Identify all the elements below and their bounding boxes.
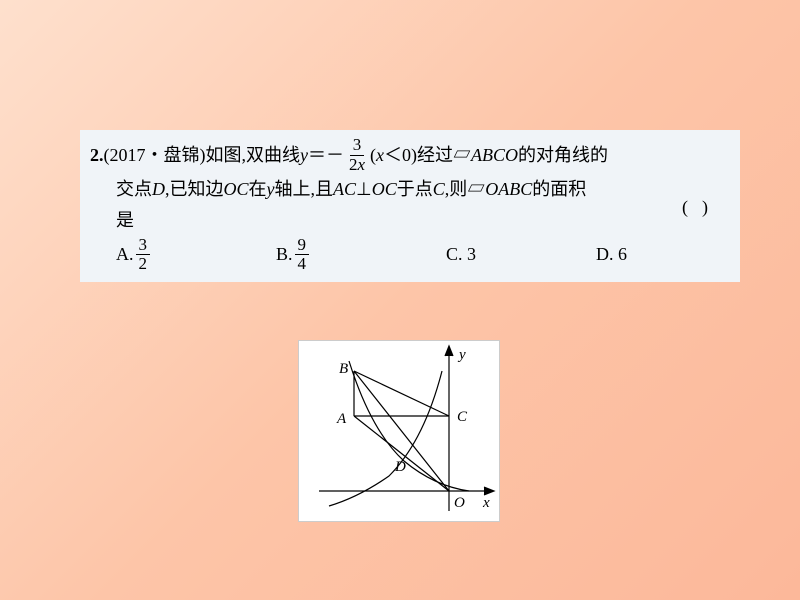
- post-text-1-end: 的对角线的: [518, 140, 608, 171]
- svg-text:y: y: [457, 347, 466, 363]
- question-number: 2.: [90, 140, 104, 171]
- cond-x: x: [376, 140, 384, 171]
- svg-text:A: A: [336, 411, 347, 427]
- eq-equals: ＝－: [308, 140, 344, 171]
- question-line-3: 是: [90, 205, 730, 236]
- eq-y: y: [300, 140, 308, 171]
- answer-paren: (): [682, 192, 722, 223]
- text-pre: 如图,双曲线: [206, 140, 301, 171]
- question-source: (2017・盘锦): [104, 140, 206, 171]
- question-line-1: 2. (2017・盘锦) 如图,双曲线 y ＝－ 3 2x ( x ＜0) 经过…: [90, 136, 730, 174]
- choice-a-frac: 3 2: [136, 236, 151, 274]
- svg-text:O: O: [454, 495, 465, 511]
- choice-c: C. 3: [446, 239, 596, 270]
- frac-num: 3: [350, 136, 365, 156]
- figure-box: O C A B Dx y: [298, 340, 500, 522]
- svg-text:B: B: [339, 361, 348, 377]
- choice-b: B. 9 4: [276, 236, 446, 274]
- frac-den: 2x: [346, 156, 368, 175]
- choice-b-frac: 9 4: [295, 236, 310, 274]
- question-line-2: 交点 D ,已知边 OC 在 y 轴上,且 AC ⊥ OC 于点 C ,则▱ O…: [90, 174, 730, 205]
- svg-text:D: D: [394, 459, 406, 475]
- svg-text:x: x: [482, 495, 490, 511]
- eq-fraction: 3 2x: [346, 136, 368, 174]
- question-box: 2. (2017・盘锦) 如图,双曲线 y ＝－ 3 2x ( x ＜0) 经过…: [80, 130, 740, 282]
- post-text-1-it: ABCO: [471, 140, 518, 171]
- figure-svg: O C A B Dx y: [299, 341, 499, 521]
- choice-a: A. 3 2: [116, 236, 276, 274]
- choices-row: A. 3 2 B. 9 4 C. 3 D. 6: [90, 236, 730, 274]
- cond-lt: ＜0): [384, 140, 417, 171]
- choice-d: D. 6: [596, 239, 627, 270]
- post-text-1: 经过▱: [417, 140, 471, 171]
- svg-text:C: C: [457, 409, 468, 425]
